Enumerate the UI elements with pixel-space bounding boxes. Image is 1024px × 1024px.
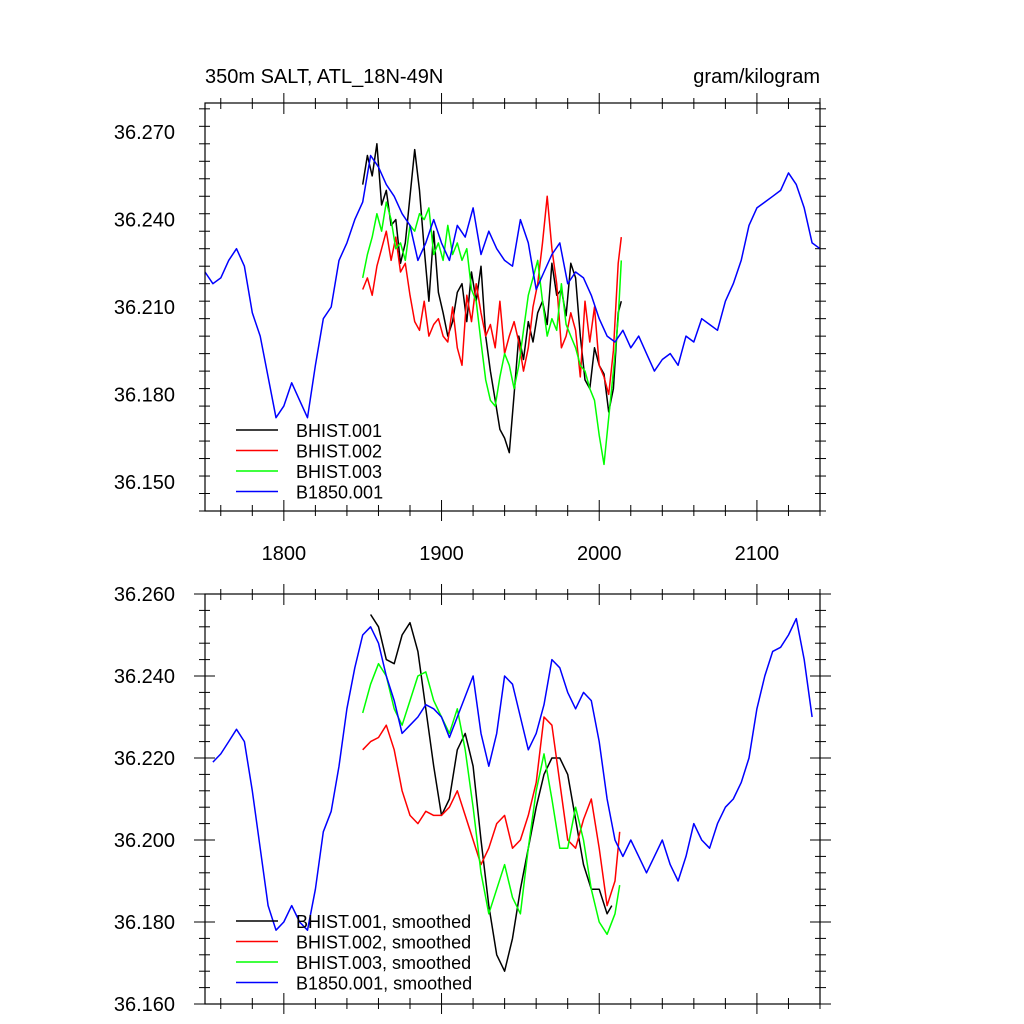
top-chart-units: gram/kilogram: [693, 66, 820, 88]
bottom-chart-series: [212, 614, 813, 972]
y-tick-label: 36.220: [114, 748, 175, 770]
series-line: [361, 143, 623, 454]
series-line: [204, 154, 821, 419]
series-line: [362, 716, 621, 907]
bottom-chart-frame: [204, 593, 821, 1005]
series-line: [212, 617, 813, 931]
x-tick-label: 1900: [419, 543, 464, 565]
y-tick-label: 36.150: [114, 472, 175, 494]
top-chart-title: 350m SALT, ATL_18N-49N: [205, 66, 443, 88]
y-tick-label: 36.260: [114, 584, 175, 606]
y-tick-label: 36.180: [114, 912, 175, 934]
top-chart-frame: [204, 102, 821, 512]
x-tick-label: 2100: [735, 543, 780, 565]
series-line: [361, 662, 621, 936]
bottom-chart-ticks: 36.160 36.180 36.200 36.220 36.240 36.260: [114, 584, 831, 1016]
legend-label: BHIST.001: [296, 421, 382, 441]
y-tick-label: 36.200: [114, 830, 175, 852]
top-chart-series: [204, 143, 821, 466]
y-tick-label: 36.240: [114, 666, 175, 688]
legend-label: BHIST.003, smoothed: [296, 953, 471, 973]
series-line: [362, 195, 623, 396]
top-chart-ticks: 1800 1900 2000 2100 36.150 36.180 36.210 36.240…: [114, 93, 826, 565]
legend-label: BHIST.003: [296, 462, 382, 482]
x-tick-label: 2000: [577, 543, 622, 565]
y-tick-label: 36.270: [114, 122, 175, 144]
y-tick-label: 36.210: [114, 297, 175, 319]
y-tick-label: 36.240: [114, 210, 175, 232]
series-line: [361, 201, 623, 466]
top-chart-panel: 350m SALT, ATL_18N-49N gram/kilogram 180…: [114, 66, 826, 565]
legend-label: B1850.001: [296, 483, 383, 503]
y-tick-label: 36.180: [114, 384, 175, 406]
x-tick-label: 1800: [262, 543, 307, 565]
legend-label: BHIST.002, smoothed: [296, 933, 471, 953]
bottom-chart-panel: 36.160 36.180 36.200 36.220 36.240 36.260 BHI…: [114, 584, 831, 1016]
legend-label: B1850.001, smoothed: [296, 974, 472, 994]
legend-label: BHIST.002: [296, 442, 382, 462]
y-tick-label: 36.160: [114, 994, 175, 1016]
legend-label: BHIST.001, smoothed: [296, 912, 471, 932]
